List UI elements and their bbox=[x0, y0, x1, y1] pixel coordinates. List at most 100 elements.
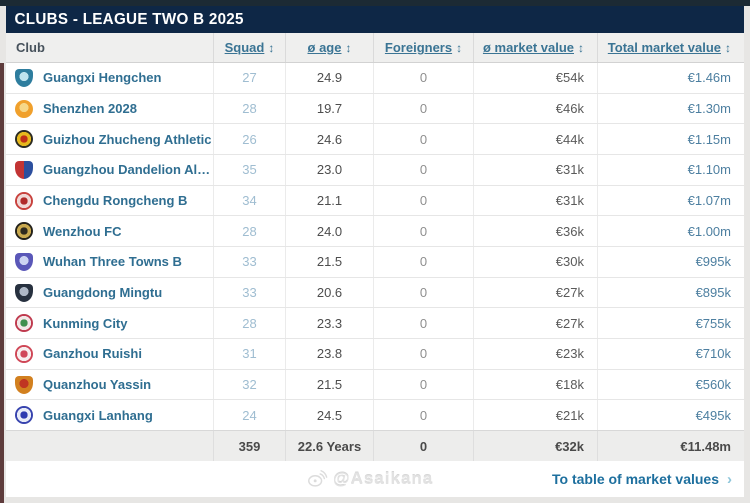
squad-cell[interactable]: 33 bbox=[213, 247, 285, 277]
avg-age-cell: 21.5 bbox=[285, 247, 373, 277]
column-header-avg-age[interactable]: ø age ↕ bbox=[285, 33, 373, 62]
table-row: Wenzhou FC 28 24.0 0 €36k €1.00m bbox=[6, 216, 744, 248]
total-market-value-cell[interactable]: €710k bbox=[597, 339, 744, 369]
weibo-icon bbox=[308, 470, 328, 487]
squad-cell[interactable]: 28 bbox=[213, 216, 285, 247]
column-label-total-market-value[interactable]: Total market value bbox=[607, 40, 721, 55]
club-name-link[interactable]: Ganzhou Ruishi bbox=[43, 346, 142, 362]
table-row: Ganzhou Ruishi 31 23.8 0 €23k €710k bbox=[6, 339, 744, 370]
column-label-foreigners[interactable]: Foreigners bbox=[384, 40, 453, 55]
club-cell[interactable]: Guangxi Lanhang bbox=[6, 400, 213, 430]
club-cell[interactable]: Wenzhou FC bbox=[6, 216, 213, 246]
club-name-link[interactable]: Wuhan Three Towns B bbox=[43, 254, 182, 270]
market-values-link-label[interactable]: To table of market values bbox=[551, 471, 719, 487]
table-row: Shenzhen 2028 28 19.7 0 €46k €1.30m bbox=[6, 93, 744, 125]
club-name-link[interactable]: Wenzhou FC bbox=[43, 223, 122, 239]
avg-age-cell: 24.5 bbox=[285, 400, 373, 431]
table-row: Guangdong Mingtu 33 20.6 0 €27k €895k bbox=[6, 277, 744, 309]
squad-cell[interactable]: 33 bbox=[213, 277, 285, 308]
club-name-link[interactable]: Guangzhou Dandelion Alpha bbox=[43, 162, 213, 178]
table-row: Guangzhou Dandelion Alpha 35 23.0 0 €31k… bbox=[6, 155, 744, 186]
club-name-link[interactable]: Quanzhou Yassin bbox=[43, 377, 152, 393]
table-row: Wuhan Three Towns B 33 21.5 0 €30k €995k bbox=[6, 247, 744, 278]
club-cell[interactable]: Guangxi Hengchen bbox=[6, 63, 213, 93]
club-crest-icon bbox=[15, 130, 33, 149]
total-market-value-cell[interactable]: €1.07m bbox=[597, 185, 744, 216]
club-cell[interactable]: Ganzhou Ruishi bbox=[6, 339, 213, 369]
total-market-value-cell[interactable]: €1.10m bbox=[597, 155, 744, 185]
total-market-value-cell[interactable]: €1.00m bbox=[597, 216, 744, 247]
avg-market-value-cell: €54k bbox=[473, 63, 597, 93]
footer-band: @Asaikana To table of market values › bbox=[6, 461, 744, 497]
squad-cell[interactable]: 24 bbox=[213, 400, 285, 431]
totals-squad: 359 bbox=[213, 431, 285, 461]
club-cell[interactable]: Shenzhen 2028 bbox=[6, 94, 213, 124]
total-market-value-cell[interactable]: €995k bbox=[597, 247, 744, 277]
club-name-link[interactable]: Kunming City bbox=[43, 315, 128, 331]
total-market-value-cell[interactable]: €1.15m bbox=[597, 124, 744, 155]
squad-cell[interactable]: 32 bbox=[213, 369, 285, 400]
chevron-right-icon: › bbox=[727, 470, 732, 488]
column-label-avg-age[interactable]: ø age bbox=[307, 40, 342, 55]
club-crest-icon bbox=[15, 406, 33, 425]
club-cell[interactable]: Kunming City bbox=[6, 308, 213, 338]
club-name-link[interactable]: Shenzhen 2028 bbox=[43, 101, 137, 116]
sort-icon[interactable]: ↕ bbox=[345, 40, 352, 55]
foreigners-cell: 0 bbox=[373, 308, 473, 339]
club-name-link[interactable]: Guangxi Hengchen bbox=[43, 70, 162, 86]
squad-cell[interactable]: 28 bbox=[213, 308, 285, 339]
club-name-link[interactable]: Guangxi Lanhang bbox=[43, 407, 153, 423]
club-cell[interactable]: Chengdu Rongcheng B bbox=[6, 186, 213, 216]
squad-cell[interactable]: 31 bbox=[213, 339, 285, 369]
squad-cell[interactable]: 34 bbox=[213, 185, 285, 216]
club-crest-icon bbox=[15, 283, 33, 302]
table-body: Guangxi Hengchen 27 24.9 0 €54k €1.46m S… bbox=[6, 63, 744, 431]
total-market-value-cell[interactable]: €1.46m bbox=[597, 63, 744, 93]
market-values-link[interactable]: To table of market values › bbox=[552, 471, 744, 488]
squad-cell[interactable]: 28 bbox=[213, 93, 285, 124]
column-label-squad[interactable]: Squad bbox=[224, 40, 265, 55]
sort-icon[interactable]: ↕ bbox=[578, 40, 584, 55]
total-market-value-cell[interactable]: €895k bbox=[597, 277, 744, 308]
club-name-link[interactable]: Chengdu Rongcheng B bbox=[43, 193, 188, 209]
club-name-link[interactable]: Guangdong Mingtu bbox=[43, 285, 163, 301]
column-header-total-market-value[interactable]: Total market value ↕ bbox=[597, 33, 744, 62]
foreigners-cell: 0 bbox=[373, 247, 473, 277]
sort-icon[interactable]: ↕ bbox=[456, 40, 463, 55]
club-cell[interactable]: Guizhou Zhucheng Athletic bbox=[6, 124, 213, 154]
club-name-link[interactable]: Guizhou Zhucheng Athletic bbox=[43, 131, 212, 147]
left-edge-strip bbox=[0, 63, 4, 503]
table-row: Guizhou Zhucheng Athletic 26 24.6 0 €44k… bbox=[6, 124, 744, 156]
sort-icon[interactable]: ↕ bbox=[268, 40, 275, 55]
column-label-club: Club bbox=[16, 40, 45, 55]
column-header-avg-market-value[interactable]: ø market value ↕ bbox=[473, 33, 597, 62]
avg-market-value-cell: €44k bbox=[473, 124, 597, 155]
sort-icon[interactable]: ↕ bbox=[725, 40, 731, 55]
column-header-squad[interactable]: Squad ↕ bbox=[213, 33, 285, 62]
squad-cell[interactable]: 26 bbox=[213, 124, 285, 155]
total-market-value-cell[interactable]: €1.30m bbox=[597, 93, 744, 124]
total-market-value-cell[interactable]: €755k bbox=[597, 308, 744, 339]
total-market-value-cell[interactable]: €560k bbox=[597, 369, 744, 400]
club-crest-icon bbox=[15, 160, 33, 179]
avg-age-cell: 23.0 bbox=[285, 155, 373, 185]
clubs-table-card: CLUBS - LEAGUE TWO B 2025 Club Squad ↕ ø… bbox=[6, 6, 744, 497]
club-cell[interactable]: Guangzhou Dandelion Alpha bbox=[6, 155, 213, 185]
table-row: Chengdu Rongcheng B 34 21.1 0 €31k €1.07… bbox=[6, 185, 744, 217]
foreigners-cell: 0 bbox=[373, 339, 473, 369]
title-bar: CLUBS - LEAGUE TWO B 2025 bbox=[6, 6, 744, 33]
avg-market-value-cell: €18k bbox=[473, 369, 597, 400]
club-cell[interactable]: Wuhan Three Towns B bbox=[6, 247, 213, 277]
column-header-foreigners[interactable]: Foreigners ↕ bbox=[373, 33, 473, 62]
foreigners-cell: 0 bbox=[373, 185, 473, 216]
club-cell[interactable]: Quanzhou Yassin bbox=[6, 370, 213, 400]
squad-cell[interactable]: 27 bbox=[213, 63, 285, 93]
squad-cell[interactable]: 35 bbox=[213, 155, 285, 185]
avg-market-value-cell: €23k bbox=[473, 339, 597, 369]
avg-market-value-cell: €30k bbox=[473, 247, 597, 277]
club-cell[interactable]: Guangdong Mingtu bbox=[6, 278, 213, 308]
column-label-avg-market-value[interactable]: ø market value bbox=[482, 40, 574, 55]
total-market-value-cell[interactable]: €495k bbox=[597, 400, 744, 431]
avg-age-cell: 21.5 bbox=[285, 369, 373, 400]
